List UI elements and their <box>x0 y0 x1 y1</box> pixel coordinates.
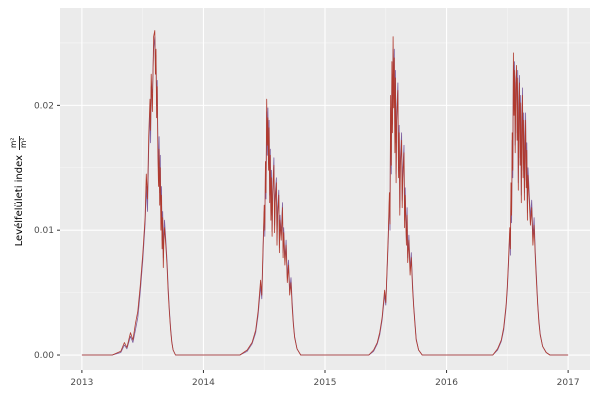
y-axis-title: Levélfelületi index m² m² <box>0 86 38 296</box>
y-axis-unit-fraction: m² m² <box>9 135 28 150</box>
x-tick-label: 2014 <box>192 378 215 388</box>
y-tick-label: 0.02 <box>34 101 54 111</box>
x-tick-label: 2017 <box>557 378 580 388</box>
y-axis-unit-denominator: m² <box>18 137 28 148</box>
series-line-red <box>81 30 569 356</box>
y-tick-label: 0.01 <box>34 226 54 236</box>
x-tick-label: 2013 <box>70 378 93 388</box>
x-tick-label: 2016 <box>435 378 458 388</box>
y-tick-label: 0.00 <box>34 351 54 361</box>
x-tick-label: 2015 <box>314 378 337 388</box>
y-axis-title-text: Levélfelületi index <box>13 154 25 247</box>
